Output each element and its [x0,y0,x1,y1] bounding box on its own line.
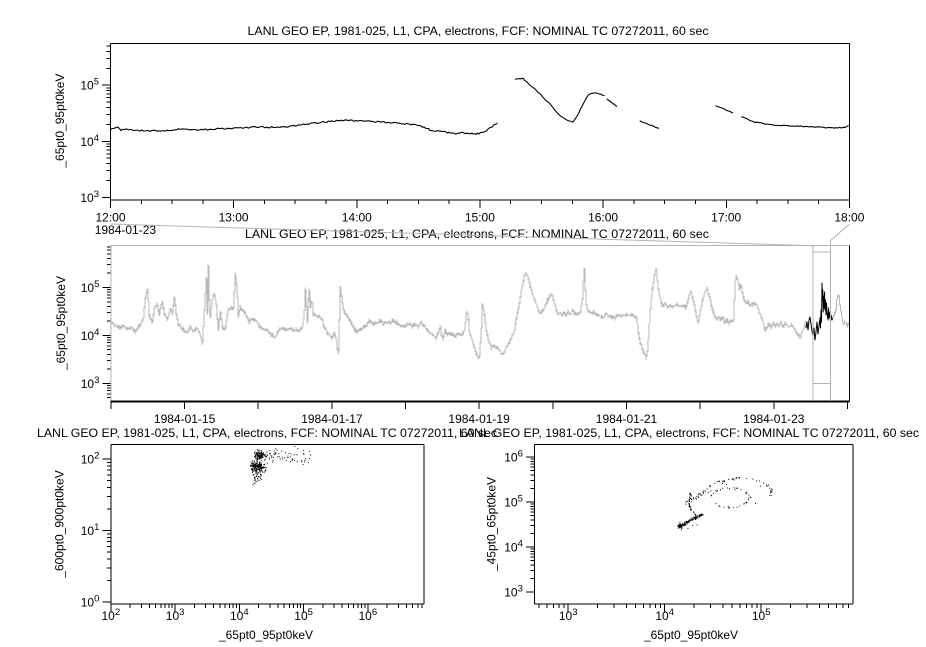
svg-text:1984-01-17: 1984-01-17 [301,412,363,426]
svg-text:_65pt0_95pt0keV: _65pt0_95pt0keV [218,628,313,642]
svg-text:_65pt0_95pt0keV: _65pt0_95pt0keV [53,74,67,169]
svg-text:16:00: 16:00 [588,211,618,225]
svg-text:1984-01-23: 1984-01-23 [95,223,157,237]
svg-text:1984-01-21: 1984-01-21 [596,412,658,426]
svg-text:12:00: 12:00 [95,211,125,225]
svg-text:_65pt0_95pt0keV: _65pt0_95pt0keV [54,276,68,371]
svg-text:17:00: 17:00 [711,211,741,225]
svg-text:_65pt0_95pt0keV: _65pt0_95pt0keV [643,628,738,642]
svg-text:14:00: 14:00 [342,211,372,225]
svg-text:LANL GEO EP, 1981-025, L1, CPA: LANL GEO EP, 1981-025, L1, CPA, electron… [245,227,709,241]
svg-text:15:00: 15:00 [465,211,495,225]
svg-text:LANL GEO EP, 1981-025, L1, CPA: LANL GEO EP, 1981-025, L1, CPA, electron… [248,24,709,38]
svg-text:_45pt0_65pt0keV: _45pt0_65pt0keV [485,477,499,572]
svg-text:1984-01-19: 1984-01-19 [448,412,510,426]
svg-text:LANL GEO EP, 1981-025, L1, CPA: LANL GEO EP, 1981-025, L1, CPA, electron… [37,426,497,440]
svg-text:18:00: 18:00 [834,211,864,225]
svg-text:1984-01-23: 1984-01-23 [743,412,805,426]
svg-text:_600pt0_900pt0keV: _600pt0_900pt0keV [53,470,67,578]
svg-text:13:00: 13:00 [219,211,249,225]
svg-text:LANL GEO EP, 1981-025, L1, CPA: LANL GEO EP, 1981-025, L1, CPA, electron… [459,426,919,440]
svg-text:1984-01-15: 1984-01-15 [154,412,216,426]
